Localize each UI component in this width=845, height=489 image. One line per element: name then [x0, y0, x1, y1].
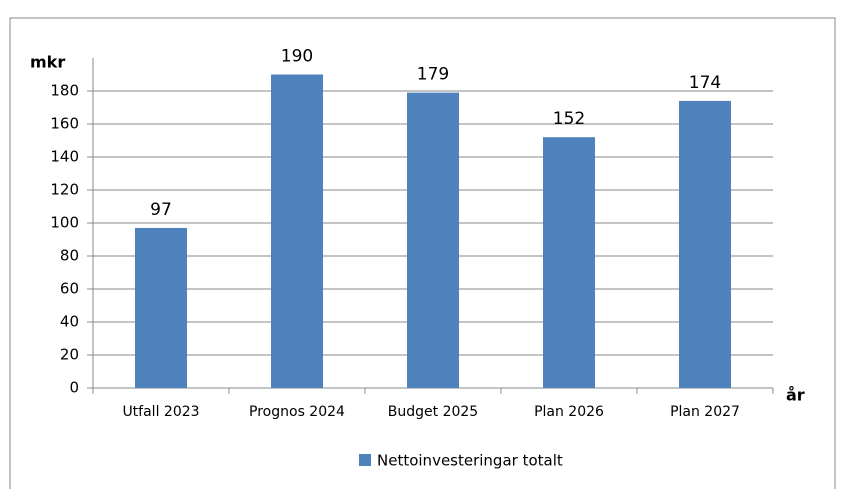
y-tick-label: 160	[50, 115, 79, 133]
bar	[271, 74, 323, 388]
bar	[543, 137, 595, 388]
y-tick-label: 120	[50, 181, 79, 199]
data-label: 179	[417, 65, 449, 85]
x-tick-label: Budget 2025	[388, 404, 478, 420]
legend-label: Nettoinvesteringar totalt	[377, 452, 563, 470]
data-label: 174	[689, 73, 721, 93]
y-tick-label: 60	[60, 280, 79, 298]
legend-swatch	[359, 454, 371, 466]
y-tick-label: 80	[60, 247, 79, 265]
y-tick-label: 140	[50, 148, 79, 166]
x-tick-label: Utfall 2023	[122, 404, 199, 420]
y-tick-label: 180	[50, 82, 79, 100]
data-label: 152	[553, 109, 585, 129]
x-tick-label: Plan 2026	[534, 404, 604, 420]
data-label: 97	[150, 200, 172, 220]
y-tick-label: 0	[69, 379, 79, 397]
x-tick-label: Prognos 2024	[249, 404, 345, 420]
data-label: 190	[281, 47, 313, 67]
y-tick-label: 20	[60, 346, 79, 364]
y-tick-label: 100	[50, 214, 79, 232]
bar	[679, 100, 731, 389]
x-tick-label: Plan 2027	[670, 404, 740, 420]
y-axis-label: mkr	[30, 53, 65, 72]
bar	[407, 92, 459, 389]
y-tick-label: 40	[60, 313, 79, 331]
x-axis-label: år	[786, 386, 805, 405]
bar	[135, 227, 187, 388]
